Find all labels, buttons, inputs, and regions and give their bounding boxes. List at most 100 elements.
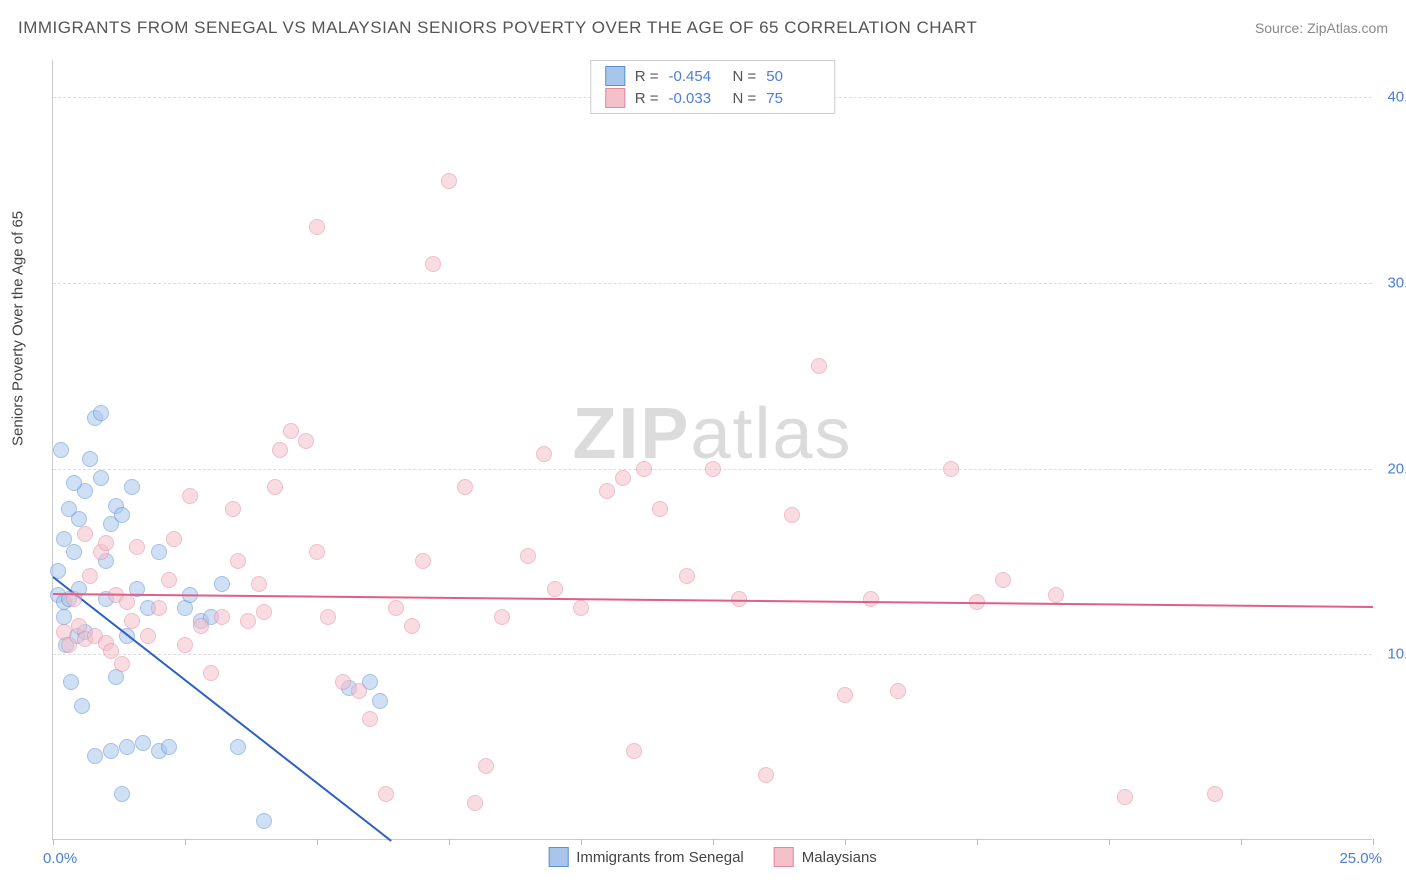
y-tick-label: 10.0% (1387, 646, 1406, 663)
data-point (467, 795, 483, 811)
n-label: N = (733, 68, 757, 85)
source-label: Source: ZipAtlas.com (1255, 20, 1388, 36)
data-point (63, 674, 79, 690)
gridline (53, 283, 1372, 284)
data-point (82, 568, 98, 584)
y-axis-title: Seniors Poverty Over the Age of 65 (10, 211, 27, 446)
data-point (335, 674, 351, 690)
data-point (98, 535, 114, 551)
data-point (536, 446, 552, 462)
data-point (61, 501, 77, 517)
legend-label-malaysians: Malaysians (802, 849, 877, 866)
series-legend: Immigrants from Senegal Malaysians (548, 847, 877, 867)
legend-row-senegal: R = -0.454 N = 50 (605, 65, 821, 87)
data-point (256, 813, 272, 829)
data-point (890, 683, 906, 699)
x-tick (581, 839, 582, 845)
data-point (615, 470, 631, 486)
data-point (225, 501, 241, 517)
data-point (93, 405, 109, 421)
x-tick (845, 839, 846, 845)
data-point (298, 433, 314, 449)
data-point (943, 461, 959, 477)
data-point (151, 544, 167, 560)
data-point (636, 461, 652, 477)
data-point (256, 604, 272, 620)
swatch-malaysians (605, 88, 625, 108)
data-point (679, 568, 695, 584)
swatch-malaysians-icon (774, 847, 794, 867)
data-point (731, 591, 747, 607)
data-point (129, 539, 145, 555)
data-point (56, 609, 72, 625)
data-point (837, 687, 853, 703)
data-point (251, 576, 267, 592)
data-point (166, 531, 182, 547)
data-point (77, 526, 93, 542)
data-point (520, 548, 536, 564)
data-point (87, 748, 103, 764)
x-tick (977, 839, 978, 845)
legend-item-malaysians: Malaysians (774, 847, 877, 867)
n-value-malaysians: 75 (766, 90, 820, 107)
data-point (61, 637, 77, 653)
data-point (652, 501, 668, 517)
x-axis-max-label: 25.0% (1339, 850, 1382, 867)
data-point (53, 442, 69, 458)
legend-label-senegal: Immigrants from Senegal (576, 849, 744, 866)
y-tick-label: 20.0% (1387, 460, 1406, 477)
data-point (114, 507, 130, 523)
data-point (124, 479, 140, 495)
data-point (82, 451, 98, 467)
data-point (114, 656, 130, 672)
data-point (93, 470, 109, 486)
x-tick (53, 839, 54, 845)
data-point (272, 442, 288, 458)
x-tick (317, 839, 318, 845)
data-point (56, 531, 72, 547)
data-point (811, 358, 827, 374)
data-point (103, 743, 119, 759)
data-point (863, 591, 879, 607)
data-point (193, 618, 209, 634)
data-point (705, 461, 721, 477)
data-point (135, 735, 151, 751)
data-point (351, 683, 367, 699)
legend-row-malaysians: R = -0.033 N = 75 (605, 87, 821, 109)
data-point (1117, 789, 1133, 805)
data-point (573, 600, 589, 616)
data-point (230, 553, 246, 569)
data-point (182, 488, 198, 504)
data-point (214, 576, 230, 592)
data-point (151, 600, 167, 616)
y-tick-label: 40.0% (1387, 89, 1406, 106)
data-point (425, 256, 441, 272)
data-point (119, 739, 135, 755)
data-point (547, 581, 563, 597)
data-point (309, 544, 325, 560)
legend-item-senegal: Immigrants from Senegal (548, 847, 744, 867)
x-tick (1241, 839, 1242, 845)
data-point (1207, 786, 1223, 802)
swatch-senegal-icon (548, 847, 568, 867)
x-tick (449, 839, 450, 845)
data-point (784, 507, 800, 523)
data-point (995, 572, 1011, 588)
r-value-senegal: -0.454 (669, 68, 723, 85)
data-point (626, 743, 642, 759)
r-label: R = (635, 68, 659, 85)
data-point (140, 628, 156, 644)
data-point (177, 637, 193, 653)
data-point (372, 693, 388, 709)
swatch-senegal (605, 66, 625, 86)
r-value-malaysians: -0.033 (669, 90, 723, 107)
data-point (74, 698, 90, 714)
data-point (478, 758, 494, 774)
data-point (378, 786, 394, 802)
data-point (119, 594, 135, 610)
data-point (309, 219, 325, 235)
n-label: N = (733, 90, 757, 107)
data-point (203, 665, 219, 681)
chart-title: IMMIGRANTS FROM SENEGAL VS MALAYSIAN SEN… (18, 18, 977, 38)
data-point (362, 711, 378, 727)
